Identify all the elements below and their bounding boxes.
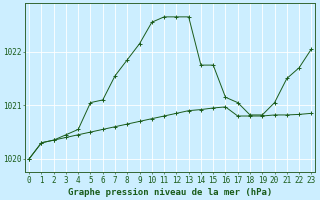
X-axis label: Graphe pression niveau de la mer (hPa): Graphe pression niveau de la mer (hPa)	[68, 188, 272, 197]
